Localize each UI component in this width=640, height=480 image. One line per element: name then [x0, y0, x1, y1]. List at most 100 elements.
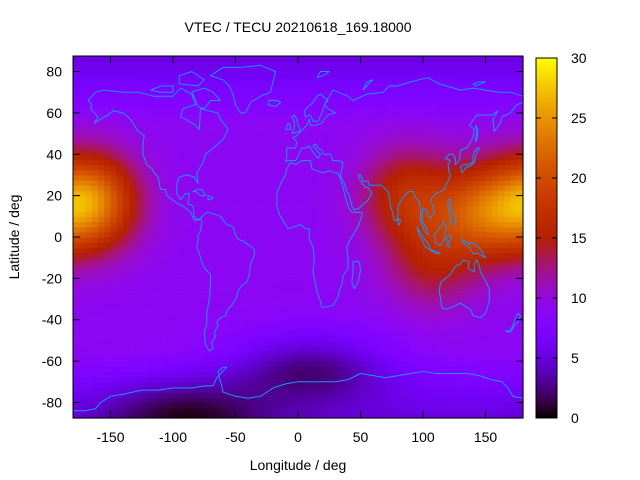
heatmap-cell: [123, 314, 130, 321]
heatmap-cell: [266, 221, 274, 228]
heatmap-cell: [360, 412, 368, 419]
heatmap-cell: [398, 330, 405, 336]
heatmap-cell: [173, 211, 180, 217]
heatmap-cell: [429, 366, 437, 373]
heatmap-cell: [191, 278, 199, 285]
heatmap-cell: [141, 102, 149, 109]
heatmap-cell: [210, 159, 218, 166]
heatmap-cell: [329, 386, 337, 393]
heatmap-cell: [116, 149, 124, 155]
heatmap-cell: [98, 211, 105, 217]
heatmap-cell: [198, 149, 205, 155]
heatmap-cell: [285, 216, 293, 223]
heatmap-cell: [429, 371, 437, 378]
heatmap-cell: [479, 71, 487, 78]
heatmap-cell: [148, 169, 155, 176]
heatmap-cell: [198, 56, 205, 62]
heatmap-cell: [398, 314, 405, 321]
heatmap-cell: [291, 81, 299, 88]
heatmap-cell: [310, 314, 318, 321]
heatmap-cell: [123, 76, 130, 83]
heatmap-cell: [498, 169, 505, 176]
heatmap-cell: [510, 335, 518, 342]
heatmap-cell: [398, 195, 405, 202]
heatmap-cell: [179, 87, 187, 93]
heatmap-cell: [373, 397, 380, 404]
heatmap-cell: [116, 81, 124, 88]
heatmap-cell: [91, 324, 99, 331]
heatmap-cell: [429, 309, 437, 316]
heatmap-cell: [291, 211, 299, 217]
heatmap-cell: [416, 138, 424, 145]
heatmap-cell: [466, 112, 474, 119]
heatmap-cell: [329, 304, 337, 310]
heatmap-cell: [510, 133, 518, 140]
heatmap-cell: [454, 216, 462, 223]
heatmap-cell: [198, 376, 205, 383]
heatmap-cell: [416, 402, 424, 409]
heatmap-cell: [273, 345, 280, 352]
heatmap-cell: [485, 340, 493, 347]
heatmap-cell: [79, 314, 87, 321]
heatmap-cell: [204, 56, 212, 62]
heatmap-cell: [254, 288, 262, 295]
heatmap-cell: [154, 262, 162, 269]
heatmap-cell: [510, 81, 518, 88]
heatmap-cell: [266, 231, 274, 238]
heatmap-cell: [273, 252, 280, 259]
heatmap-cell: [191, 257, 199, 264]
heatmap-cell: [223, 361, 230, 367]
heatmap-cell: [441, 237, 449, 243]
heatmap-cell: [166, 335, 174, 342]
heatmap-cell: [416, 97, 424, 104]
heatmap-cell: [391, 164, 399, 171]
heatmap-cell: [491, 180, 499, 186]
heatmap-cell: [241, 304, 249, 310]
heatmap-cell: [429, 319, 437, 326]
heatmap-cell: [148, 309, 155, 316]
heatmap-cell: [98, 314, 105, 321]
heatmap-cell: [285, 355, 293, 362]
heatmap-cell: [304, 149, 312, 155]
heatmap-cell: [285, 190, 293, 197]
heatmap-cell: [179, 268, 187, 274]
heatmap-cell: [123, 97, 130, 104]
heatmap-cell: [260, 386, 268, 393]
heatmap-cell: [441, 71, 449, 78]
heatmap-cell: [260, 87, 268, 93]
heatmap-cell: [466, 268, 474, 274]
heatmap-cell: [491, 278, 499, 285]
heatmap-cell: [310, 376, 318, 383]
heatmap-cell: [416, 154, 424, 161]
heatmap-cell: [466, 309, 474, 316]
heatmap-cell: [185, 159, 193, 166]
heatmap-cell: [391, 386, 399, 393]
heatmap-cell: [154, 371, 162, 378]
heatmap-cell: [373, 330, 380, 336]
heatmap-cell: [329, 283, 337, 290]
heatmap-cell: [298, 371, 305, 378]
heatmap-cell: [329, 205, 337, 212]
heatmap-cell: [304, 386, 312, 393]
heatmap-cell: [160, 118, 168, 124]
heatmap-cell: [198, 386, 205, 393]
heatmap-cell: [129, 376, 137, 383]
heatmap-cell: [404, 205, 412, 212]
heatmap-cell: [491, 66, 499, 73]
heatmap-cell: [198, 381, 205, 388]
heatmap-cell: [510, 112, 518, 119]
heatmap-cell: [385, 283, 393, 290]
heatmap-cell: [185, 407, 193, 414]
heatmap-cell: [385, 309, 393, 316]
heatmap-cell: [416, 273, 424, 279]
heatmap-cell: [260, 231, 268, 238]
heatmap-cell: [323, 174, 330, 181]
heatmap-cell: [379, 118, 387, 124]
heatmap-cell: [510, 392, 518, 398]
heatmap-cell: [241, 386, 249, 393]
heatmap-cell: [348, 149, 355, 155]
heatmap-cell: [129, 371, 137, 378]
heatmap-cell: [116, 133, 124, 140]
heatmap-cell: [516, 335, 524, 342]
heatmap-cell: [460, 262, 468, 269]
